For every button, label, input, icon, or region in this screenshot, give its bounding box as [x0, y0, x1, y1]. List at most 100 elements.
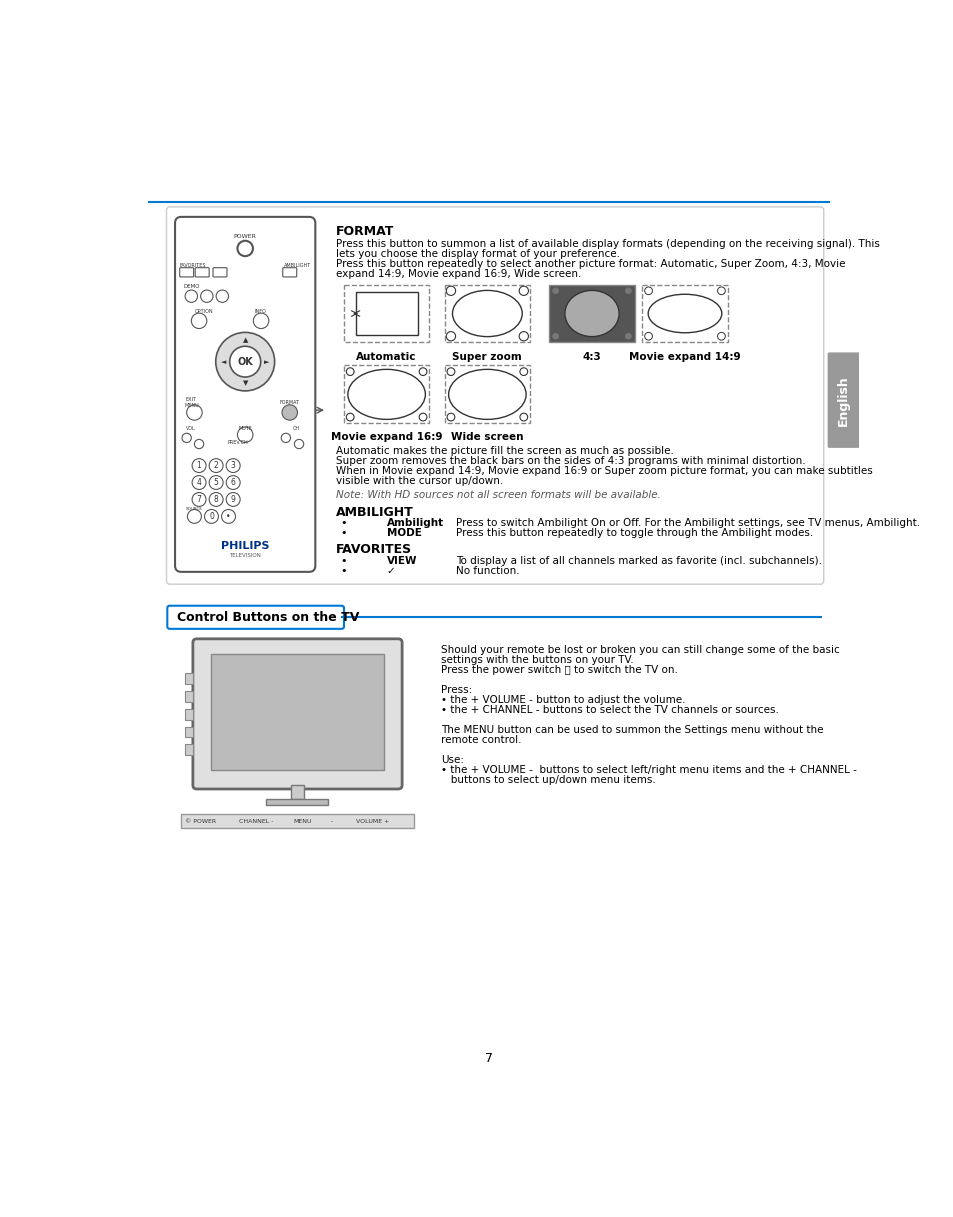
Text: Note: With HD sources not all screen formats will be available.: Note: With HD sources not all screen for…	[335, 490, 660, 500]
Text: Automatic: Automatic	[356, 352, 416, 361]
Circle shape	[518, 331, 528, 341]
Text: SOURCE: SOURCE	[186, 506, 203, 511]
Bar	[355, 292, 417, 335]
Text: PREV.CH: PREV.CH	[227, 441, 248, 445]
Text: Super zoom removes the black bars on the sides of 4:3 programs with minimal dist: Super zoom removes the black bars on the…	[335, 456, 805, 466]
Text: Super zoom: Super zoom	[452, 352, 521, 361]
FancyBboxPatch shape	[195, 268, 209, 277]
FancyBboxPatch shape	[174, 217, 315, 572]
Text: Control Buttons on the TV: Control Buttons on the TV	[177, 611, 359, 624]
Circle shape	[447, 414, 455, 421]
Bar	[185, 727, 193, 738]
FancyBboxPatch shape	[193, 639, 402, 789]
Bar	[444, 365, 530, 424]
Bar	[181, 814, 414, 829]
Text: •: •	[226, 512, 231, 521]
Text: Movie expand 16:9: Movie expand 16:9	[331, 432, 442, 443]
Text: Press to switch Ambilight On or Off. For the Ambilight settings, see TV menus, A: Press to switch Ambilight On or Off. For…	[456, 518, 920, 528]
Bar	[641, 285, 727, 342]
Text: CH: CH	[292, 426, 299, 431]
Bar	[549, 285, 634, 342]
Bar	[266, 800, 328, 806]
Bar	[185, 745, 193, 755]
Circle shape	[204, 510, 218, 523]
Text: 8: 8	[213, 495, 218, 504]
Ellipse shape	[647, 295, 721, 332]
Bar	[344, 285, 429, 342]
Text: 0: 0	[209, 512, 213, 521]
Text: Automatic makes the picture fill the screen as much as possible.: Automatic makes the picture fill the scr…	[335, 447, 674, 456]
Text: 3: 3	[231, 461, 235, 470]
Text: • the + VOLUME - button to adjust the volume.: • the + VOLUME - button to adjust the vo…	[440, 695, 684, 705]
Text: INFO: INFO	[254, 309, 266, 314]
Ellipse shape	[448, 369, 525, 420]
Bar	[344, 365, 429, 424]
Circle shape	[226, 459, 240, 472]
Circle shape	[294, 439, 303, 449]
Text: Press the power switch ⏻ to switch the TV on.: Press the power switch ⏻ to switch the T…	[440, 664, 677, 675]
Text: Press this button repeatedly to select another picture format: Automatic, Super : Press this button repeatedly to select a…	[335, 259, 845, 269]
Text: MODE: MODE	[386, 528, 421, 538]
Text: settings with the buttons on your TV.: settings with the buttons on your TV.	[440, 655, 633, 664]
Text: •: •	[340, 518, 346, 528]
Circle shape	[187, 405, 202, 420]
Text: lets you choose the display format of your preference.: lets you choose the display format of yo…	[335, 249, 619, 259]
Circle shape	[446, 286, 456, 296]
FancyBboxPatch shape	[179, 268, 193, 277]
Text: Movie expand 14:9: Movie expand 14:9	[629, 352, 740, 361]
Circle shape	[518, 286, 528, 296]
Text: ◄: ◄	[220, 359, 226, 365]
Text: AMBILIGHT: AMBILIGHT	[335, 505, 414, 518]
Circle shape	[418, 414, 427, 421]
Circle shape	[209, 493, 223, 506]
Text: TELEVISION: TELEVISION	[229, 554, 261, 559]
Circle shape	[237, 427, 253, 443]
Circle shape	[192, 313, 207, 329]
Text: MUTE: MUTE	[238, 426, 252, 431]
Circle shape	[346, 414, 354, 421]
FancyBboxPatch shape	[167, 606, 344, 629]
Text: Use:: Use:	[440, 755, 463, 765]
Text: Wide screen: Wide screen	[451, 432, 523, 443]
Circle shape	[551, 287, 558, 295]
FancyBboxPatch shape	[167, 207, 822, 584]
Ellipse shape	[564, 291, 618, 337]
Circle shape	[194, 439, 204, 449]
Text: Press this button repeatedly to toggle through the Ambilight modes.: Press this button repeatedly to toggle t…	[456, 528, 813, 538]
Text: •: •	[340, 566, 346, 576]
Bar	[291, 785, 303, 800]
Circle shape	[187, 510, 201, 523]
Text: When in Movie expand 14:9, Movie expand 16:9 or Super zoom picture format, you c: When in Movie expand 14:9, Movie expand …	[335, 466, 872, 476]
Circle shape	[226, 493, 240, 506]
Text: DEMO: DEMO	[183, 285, 199, 290]
Text: VOLUME +: VOLUME +	[355, 819, 389, 824]
Text: -: -	[331, 819, 333, 824]
Circle shape	[182, 433, 192, 443]
Circle shape	[624, 287, 632, 295]
Bar	[185, 673, 193, 684]
Ellipse shape	[348, 369, 425, 420]
Text: 4:3: 4:3	[582, 352, 600, 361]
Circle shape	[624, 332, 632, 340]
Text: ✓: ✓	[386, 566, 395, 576]
Text: Ambilight: Ambilight	[386, 518, 443, 528]
Text: FORMAT: FORMAT	[279, 400, 299, 405]
Text: The MENU button can be used to summon the Settings menu without the: The MENU button can be used to summon th…	[440, 725, 822, 735]
FancyBboxPatch shape	[282, 268, 296, 277]
Ellipse shape	[452, 291, 521, 337]
Text: buttons to select up/down menu items.: buttons to select up/down menu items.	[440, 775, 655, 785]
Text: MENU: MENU	[294, 819, 312, 824]
Circle shape	[446, 331, 456, 341]
Text: remote control.: remote control.	[440, 735, 521, 745]
Text: ▼: ▼	[242, 380, 248, 386]
Text: Press this button to summon a list of available display formats (depending on th: Press this button to summon a list of av…	[335, 240, 880, 249]
Circle shape	[216, 290, 229, 302]
Text: ▲: ▲	[242, 337, 248, 343]
Circle shape	[418, 368, 427, 376]
Text: 5: 5	[213, 478, 218, 487]
Circle shape	[192, 493, 206, 506]
Circle shape	[192, 476, 206, 489]
Text: No function.: No function.	[456, 566, 519, 576]
Circle shape	[230, 347, 260, 377]
Text: To display a list of all channels marked as favorite (incl. subchannels).: To display a list of all channels marked…	[456, 556, 821, 566]
